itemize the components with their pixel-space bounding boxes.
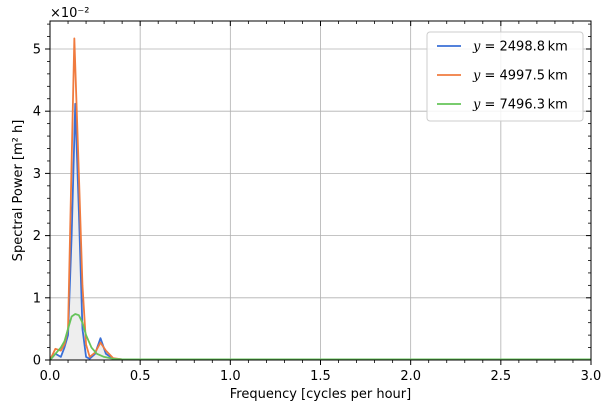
x-tick-label: 2.0: [400, 369, 421, 384]
y-tick-label: 1: [33, 291, 41, 306]
axis-ticks: 0.0 0.5 1.0 1.5 2.0 2.5 3.0 0 1 2 3 4 5: [33, 21, 602, 384]
series-lines: [50, 37, 591, 360]
legend-entry-label: y = 7496.3 km: [472, 98, 568, 113]
x-tick-label: 2.5: [490, 369, 511, 384]
series-line-3: [50, 313, 591, 360]
legend-entry-label: y = 2498.8 km: [472, 40, 568, 55]
y-tick-label: 2: [33, 229, 41, 244]
y-tick-label: 0: [33, 354, 41, 369]
y-tick-label: 5: [33, 42, 41, 57]
x-tick-label: 0.0: [40, 369, 61, 384]
y-tick-label: 4: [33, 105, 41, 120]
legend: y = 2498.8 km y = 4997.5 km y = 7496.3 km: [426, 31, 584, 122]
x-tick-label: 1.0: [220, 369, 241, 384]
y-axis-label: Spectral Power [m² h]: [11, 120, 26, 262]
y-offset-label: ×10⁻²: [50, 6, 90, 21]
legend-box: [426, 31, 584, 122]
x-axis-label: Frequency [cycles per hour]: [230, 387, 411, 402]
y-tick-label: 3: [33, 167, 41, 182]
x-tick-label: 3.0: [581, 369, 602, 384]
x-tick-label: 1.5: [310, 369, 331, 384]
x-tick-label: 0.5: [130, 369, 151, 384]
legend-entry-label: y = 4997.5 km: [472, 69, 568, 84]
